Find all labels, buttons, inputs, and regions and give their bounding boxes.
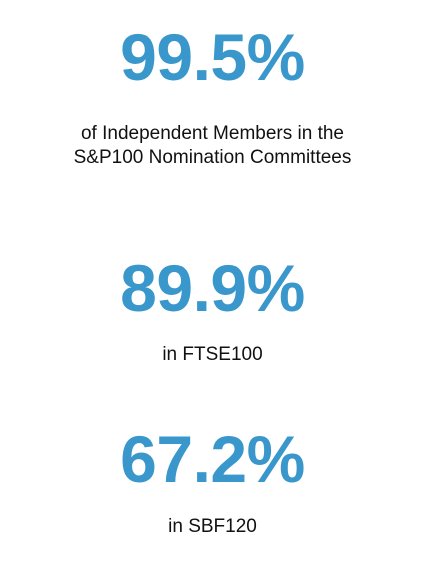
stat-caption-line: of Independent Members in the [80, 123, 344, 144]
stat-caption-line: S&P100 Nomination Committees [73, 147, 352, 169]
stat-caption-ftse100: in FTSE100 [162, 344, 263, 365]
stat-value-ftse100: 89.9% [120, 251, 305, 325]
stat-caption-sbf120: in SBF120 [168, 516, 257, 537]
stat-caption-sp100: of Independent Members in the S&P100 Nom… [0, 122, 425, 171]
stat-value-sbf120: 67.2% [120, 422, 305, 496]
stat-value-sp100: 99.5% [120, 20, 305, 94]
